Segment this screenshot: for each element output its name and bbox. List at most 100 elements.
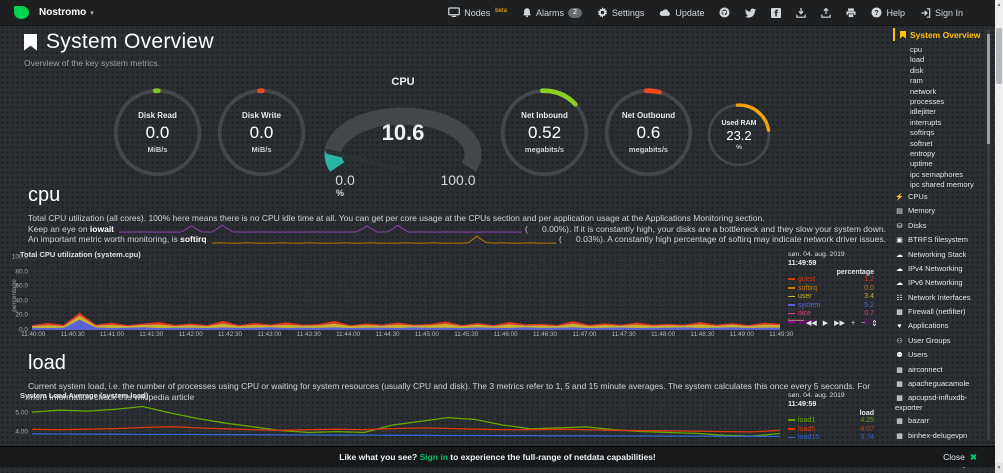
sidebar-item-label: IPv4 Networking — [908, 263, 963, 273]
sidebar-item-network[interactable]: network — [910, 86, 937, 96]
gauge-disk-read[interactable]: Disk Read 0.0 MiB/s — [110, 85, 205, 180]
gauge-net-inbound[interactable]: Net Inbound 0.52 megabits/s — [497, 85, 592, 180]
nav-import-snapshot[interactable] — [796, 7, 807, 18]
sidebar-item-network-interfaces[interactable]: ☷ Network Interfaces — [893, 291, 985, 305]
gauge-unit: MiB/s — [147, 145, 168, 154]
nav-twitter[interactable] — [745, 8, 757, 18]
sidebar-item-uptime[interactable]: uptime — [910, 159, 933, 169]
sidebar-item-applications[interactable]: ♥ Applications — [893, 320, 985, 334]
sidebar: System Overview cpu load disk ram network pro… — [893, 28, 985, 473]
zoom-in-button[interactable]: + — [850, 319, 856, 327]
sidebar-item-ram[interactable]: ram — [910, 76, 923, 86]
play-button[interactable]: ▶ — [822, 320, 829, 328]
sidebar-item-label: BTRFS filesystem — [908, 235, 969, 245]
sidebar-scrollbar-track[interactable] — [987, 30, 990, 440]
nav-alarms[interactable]: Alarms 2 — [522, 7, 582, 18]
sidebar-item-cpus[interactable]: ⚡ CPUs — [893, 191, 985, 205]
sign-in-link[interactable]: Sign in — [419, 452, 448, 462]
sidebar-item-binhex-delugevpn[interactable]: ▦ binhex-delugevpn — [893, 429, 985, 443]
legend-item-system[interactable]: system 5.2 — [788, 302, 874, 311]
legend-item-load1[interactable]: load1 4.25 — [788, 417, 874, 426]
sidebar-item-softnet[interactable]: softnet — [910, 138, 933, 148]
nav-signin[interactable]: Sign In — [920, 8, 963, 18]
sidebar-item-interrupts[interactable]: interrupts — [910, 117, 942, 127]
gauge-title: Net Outbound — [621, 111, 676, 120]
legend-unit: percentage — [836, 269, 874, 276]
iowait-text-pre: Keep an eye on — [28, 223, 90, 234]
grid-icon: ▦ — [896, 432, 903, 440]
legend-item-guest[interactable]: guest 1.2 — [788, 276, 874, 285]
nav-github[interactable] — [719, 7, 730, 18]
nav-update[interactable]: Update — [659, 8, 704, 18]
sidebar-item-user-groups[interactable]: ⚇ User Groups — [893, 334, 985, 348]
sidebar-item-users[interactable]: ⚉ Users — [893, 349, 985, 363]
softirq-value: ( 0.03%). — [559, 234, 606, 244]
gauge-title: Disk Read — [138, 111, 177, 120]
sidebar-item-system-overview[interactable]: System Overview — [893, 28, 985, 41]
scroll-up-arrow-icon[interactable]: ▲ — [996, 2, 1002, 8]
sidebar-item-entropy[interactable]: entropy — [910, 149, 936, 159]
rewind-button[interactable]: ◀◀ — [806, 320, 817, 328]
sidebar-item-disk[interactable]: disk — [910, 65, 924, 75]
legend-unit: load — [859, 410, 874, 417]
sidebar-item-btrfs-filesystem[interactable]: ▣ BTRFS filesystem — [893, 234, 985, 248]
sidebar-item-apacheguacamole[interactable]: ▦ apacheguacamole — [893, 378, 985, 392]
sidebar-item-idlejitter[interactable]: idlejitter — [910, 107, 936, 117]
legend-item-load5[interactable]: load5 4.07 — [788, 426, 874, 435]
hostname-dropdown[interactable]: Nostromo — [39, 7, 87, 18]
scrollbar-thumb[interactable] — [996, 28, 1002, 84]
legend-item-user[interactable]: user 3.4 — [788, 293, 874, 302]
close-banner-button[interactable]: Close ✖ — [943, 452, 977, 463]
sidebar-item-processes[interactable]: processes — [910, 97, 945, 107]
nav-help[interactable]: ? Help — [871, 7, 905, 18]
gauge-net-outbound[interactable]: Net Outbound 0.6 megabits/s — [601, 85, 696, 180]
nav-nodes[interactable]: Nodes beta — [448, 7, 507, 18]
legend-item-iowait[interactable]: iowait 0.0 — [788, 319, 874, 328]
legend-item-nice[interactable]: nice 0.7 — [788, 310, 874, 319]
legend-name: guest — [788, 276, 815, 285]
sidebar-item-ipc-semaphores[interactable]: ipc semaphores — [910, 169, 963, 179]
y-tick: 80.0 — [15, 268, 28, 276]
gauge-disk-write[interactable]: Disk Write 0.0 MiB/s — [214, 85, 309, 180]
page-scrollbar[interactable]: ▲ ▼ — [995, 0, 1003, 473]
sidebar-scrollbar-thumb[interactable] — [987, 34, 990, 144]
load-chart-plot[interactable] — [32, 400, 780, 452]
gauge-cpu[interactable]: CPU 10.6 0.0 100.0% — [318, 76, 488, 202]
scroll-down-arrow-icon[interactable]: ▼ — [995, 463, 1003, 473]
sidebar-item-networking-stack[interactable]: ☁ Networking Stack — [893, 248, 985, 262]
bookmark-icon — [24, 33, 37, 51]
nav-settings[interactable]: Settings — [597, 7, 644, 18]
legend-item-load15[interactable]: load15 3.74 — [788, 434, 874, 443]
nav-facebook[interactable] — [771, 7, 782, 18]
nav-export-snapshot[interactable] — [821, 7, 832, 18]
sidebar-item-ipv4-networking[interactable]: ☁ IPv4 Networking — [893, 263, 985, 277]
sidebar-item-ipv6-networking[interactable]: ☁ IPv6 Networking — [893, 277, 985, 291]
gauge-used-ram[interactable]: Used RAM 23.2% — [705, 101, 773, 169]
top-navbar: Nostromo ▾ Nodes beta Alarms 2 Settings Updat… — [0, 0, 1003, 26]
nav-print[interactable] — [846, 7, 857, 18]
chart-thumbnail[interactable] — [788, 308, 804, 321]
sidebar-item-load[interactable]: load — [910, 55, 925, 65]
sidebar-item-cpu[interactable]: cpu — [910, 45, 923, 54]
cpu-chart-plot[interactable] — [32, 257, 780, 330]
sidebar-item-firewall-netfilter[interactable]: ▩ Firewall (netfilter) — [893, 306, 985, 320]
load-description: Current system load, i.e. the number of … — [28, 381, 871, 402]
sidebar-item-ipc-shared-memory[interactable]: ipc shared memory — [910, 180, 974, 190]
zoom-out-button[interactable]: − — [861, 319, 866, 327]
sidebar-item-memory[interactable]: ▤ Memory — [893, 205, 985, 219]
sidebar-item-apcupsd-influxdb-exporter[interactable]: ▦ apcupsd-influxdb-exporter — [893, 392, 985, 415]
sidebar-item-softirqs[interactable]: softirqs — [910, 128, 935, 138]
sidebar-item-bazarr[interactable]: ▦ bazarr — [893, 415, 985, 429]
bolt-icon: ⚡ — [895, 194, 904, 202]
sidebar-item-airconnect[interactable]: ▦ airconnect — [893, 363, 985, 377]
legend-item-softirq[interactable]: softirq 0.0 — [788, 285, 874, 294]
resize-handle-icon[interactable]: ⇕ — [871, 318, 878, 328]
grid-icon: ▦ — [896, 366, 903, 374]
nav-label: Help — [886, 7, 905, 18]
fast-forward-button[interactable]: ▶▶ — [834, 320, 845, 328]
sidebar-item-label: CPUs — [908, 192, 928, 202]
sidebar-item-disks[interactable]: ⛁ Disks — [893, 219, 985, 233]
chevron-down-icon[interactable]: ▾ — [90, 9, 94, 17]
memory-icon: ▤ — [896, 208, 903, 216]
gauge-title: Used RAM — [721, 119, 757, 127]
